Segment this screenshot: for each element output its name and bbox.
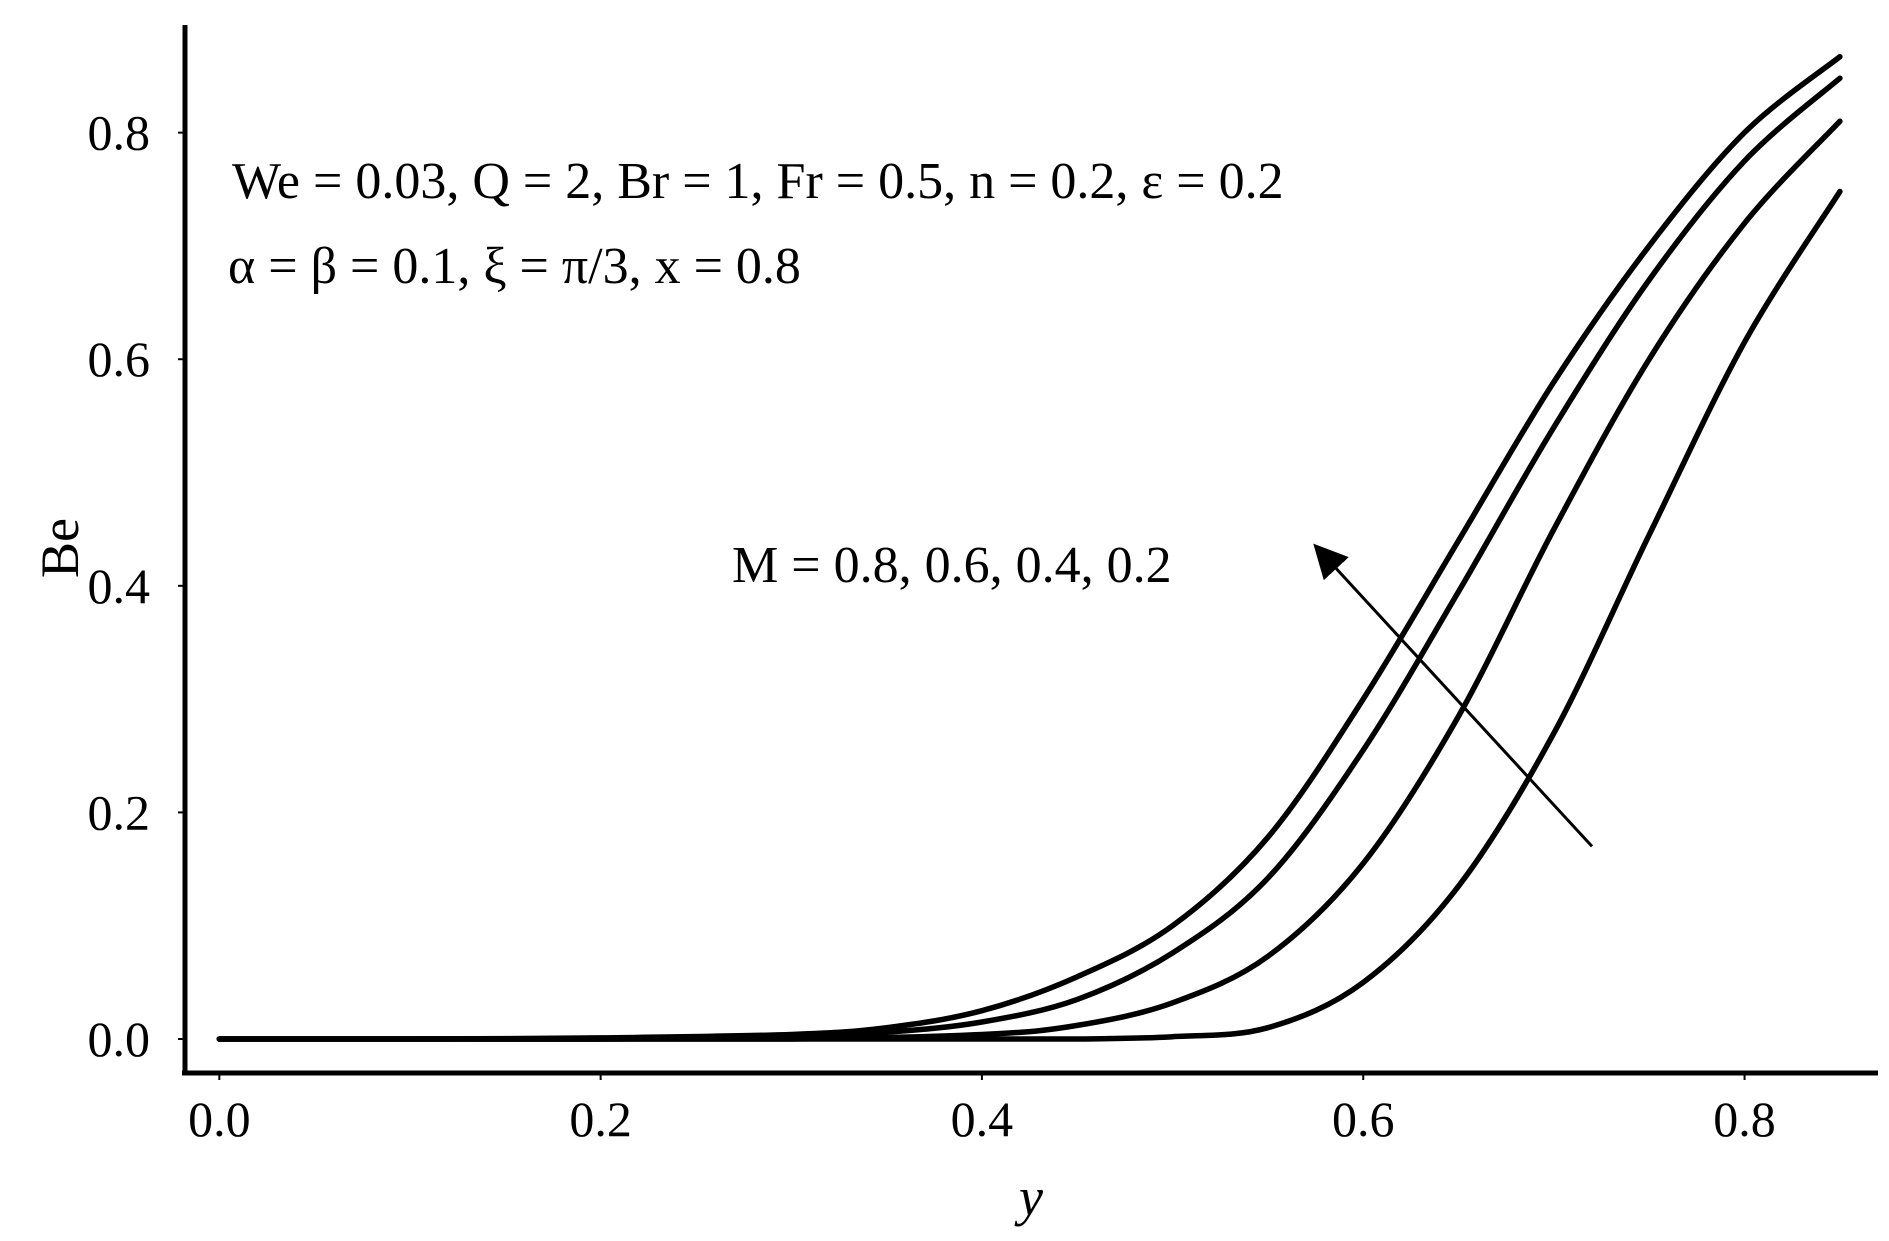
x-axis-label: y — [1014, 1167, 1043, 1227]
parameters-line-2: α = β = 0.1, ξ = π/3, x = 0.8 — [228, 238, 801, 295]
x-tick-label: 0.0 — [188, 1091, 251, 1147]
ticks: 0.0 0.2 0.4 0.6 0.8 0.0 0.2 0.4 0.6 0.8 — [88, 105, 1776, 1147]
y-axis-label: Be — [30, 518, 90, 578]
x-tick-label: 0.2 — [569, 1091, 632, 1147]
series-group — [216, 53, 1843, 1042]
parameters-line-1: We = 0.03, Q = 2, Br = 1, Fr = 0.5, n = … — [232, 153, 1284, 210]
arrow-label: M = 0.8, 0.6, 0.4, 0.2 — [732, 537, 1172, 594]
axes — [182, 25, 1878, 1076]
x-tick-label: 0.8 — [1713, 1091, 1776, 1147]
y-tick-label: 0.6 — [88, 331, 151, 387]
y-tick-label: 0.8 — [88, 105, 151, 161]
y-tick-label: 0.2 — [88, 784, 151, 840]
trend-arrow — [1313, 543, 1594, 848]
series-line-4 — [216, 188, 1843, 1042]
y-tick-label: 0.0 — [88, 1011, 151, 1067]
x-tick-label: 0.4 — [951, 1091, 1014, 1147]
x-tick-label: 0.6 — [1332, 1091, 1395, 1147]
y-tick-label: 0.4 — [88, 558, 151, 614]
